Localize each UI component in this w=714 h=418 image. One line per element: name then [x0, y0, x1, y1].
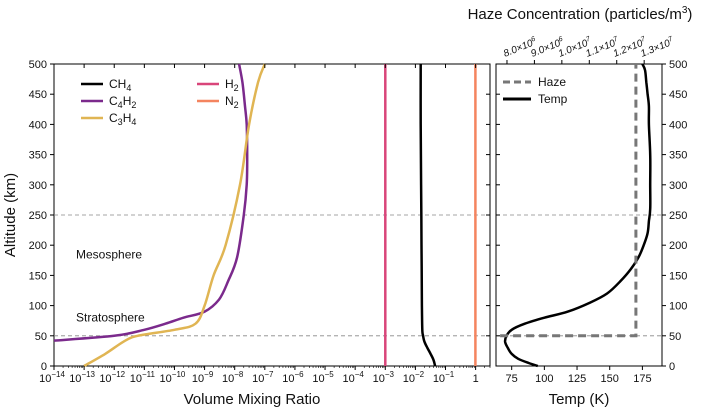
x-tick-label: 10−13: [69, 370, 95, 385]
x-tick-label: 125: [568, 373, 586, 385]
haze-temp-legend: Haze Temp: [503, 75, 568, 106]
legend-label: C3H4: [109, 111, 136, 127]
legend-label: CH4: [109, 77, 131, 93]
y-tick-label: 50: [35, 331, 47, 343]
haze-concentration-top-axis: 8.0×1069.0×1061.0×1071.1×1071.2×1071.3×1…: [502, 35, 675, 64]
y-tick-label: 150: [669, 270, 687, 282]
y-tick-label: 250: [29, 210, 47, 222]
x-tick-label: 10−4: [342, 370, 364, 385]
y-tick-label: 200: [669, 240, 687, 252]
mixing-ratio-altitude-guides: [54, 214, 490, 337]
y-tick-label: 0: [669, 361, 675, 373]
x-tick-label: 100: [535, 373, 553, 385]
y-tick-label: 200: [29, 240, 47, 252]
temperature-x-axis-title: Temp (K): [549, 391, 610, 408]
x-tick-label: 10−3: [373, 370, 395, 385]
mixing-ratio-x-axis-title: Volume Mixing Ratio: [184, 391, 321, 408]
region-label: Mesosphere: [76, 247, 142, 261]
x-tick-label: 10−7: [252, 370, 274, 385]
altitude-y-axis-title: Altitude (km): [2, 173, 19, 257]
x-tick-label: 75: [506, 373, 518, 385]
x-tick-label: 10−5: [312, 370, 334, 385]
series-c4h2-line: [53, 63, 249, 342]
x-tick-label: 175: [633, 373, 651, 385]
legend-label: H2: [225, 77, 239, 93]
mixing-ratio-x-axis: 10−14 10−13 10−12 10−11 10−10 10−9 10−8 10−7 10−…: [39, 64, 491, 385]
temperature-haze-panel: 75 100 125 150 175 8.0×1069.0×1061.0×1071.1×…: [468, 5, 693, 408]
x-tick-label: 10−8: [222, 370, 244, 385]
y-tick-label: 500: [669, 59, 687, 71]
region-label: Stratosphere: [76, 311, 145, 325]
x-tick-label: 10−11: [130, 370, 156, 385]
series-c3h4-line: [83, 63, 266, 368]
x-tick-label: 10−14: [39, 370, 65, 385]
y-tick-label: 0: [41, 361, 47, 373]
atmospheric-region-labels: Mesosphere Stratosphere: [76, 247, 145, 324]
mixing-ratio-panel: 10−14 10−13 10−12 10−11 10−10 10−9 10−8 10−7 10−…: [2, 59, 491, 408]
x-tick-label: 10−12: [99, 370, 125, 385]
y-tick-label: 300: [29, 180, 47, 192]
y-tick-label: 250: [669, 210, 687, 222]
y-tick-label: 450: [29, 89, 47, 101]
y-tick-label: 350: [669, 150, 687, 162]
y-tick-label: 350: [29, 150, 47, 162]
mixing-ratio-series: [53, 63, 477, 368]
legend-label: Haze: [538, 75, 566, 89]
y-tick-label: 50: [669, 331, 681, 343]
temperature-right-y-axis: 0 50 100 150 200 250 300 350 400 450 500: [496, 59, 687, 373]
legend-label: Temp: [538, 92, 568, 106]
y-tick-label: 100: [669, 301, 687, 313]
y-tick-label: 500: [29, 59, 47, 71]
series-haze-line: [500, 64, 638, 338]
y-tick-label: 300: [669, 180, 687, 192]
series-ch4-line: [419, 63, 437, 367]
y-tick-label: 400: [669, 119, 687, 131]
series-temp-line: [503, 63, 652, 368]
x-tick-label: 10−1: [433, 370, 455, 385]
x-tick-label: 10−9: [192, 370, 214, 385]
x-tick-label: 10−2: [403, 370, 425, 385]
x-tick-label: 10−6: [282, 370, 304, 385]
temperature-haze-series: [500, 63, 652, 368]
x-tick-label: 150: [601, 373, 619, 385]
y-tick-label: 450: [669, 89, 687, 101]
y-tick-label: 400: [29, 119, 47, 131]
x-tick-label: 1: [473, 373, 479, 385]
x-tick-label: 10−10: [160, 370, 186, 385]
haze-concentration-axis-title: Haze Concentration (particles/m3): [468, 5, 693, 23]
legend-label: C4H2: [109, 94, 136, 110]
temperature-x-axis: 75 100 125 150 175: [506, 366, 652, 385]
y-tick-label: 100: [29, 301, 47, 313]
legend-label: N2: [225, 94, 239, 110]
mixing-ratio-y-axis: 0 50 100 150 200 250 300 350 400 450 500: [29, 59, 490, 373]
y-tick-label: 150: [29, 270, 47, 282]
